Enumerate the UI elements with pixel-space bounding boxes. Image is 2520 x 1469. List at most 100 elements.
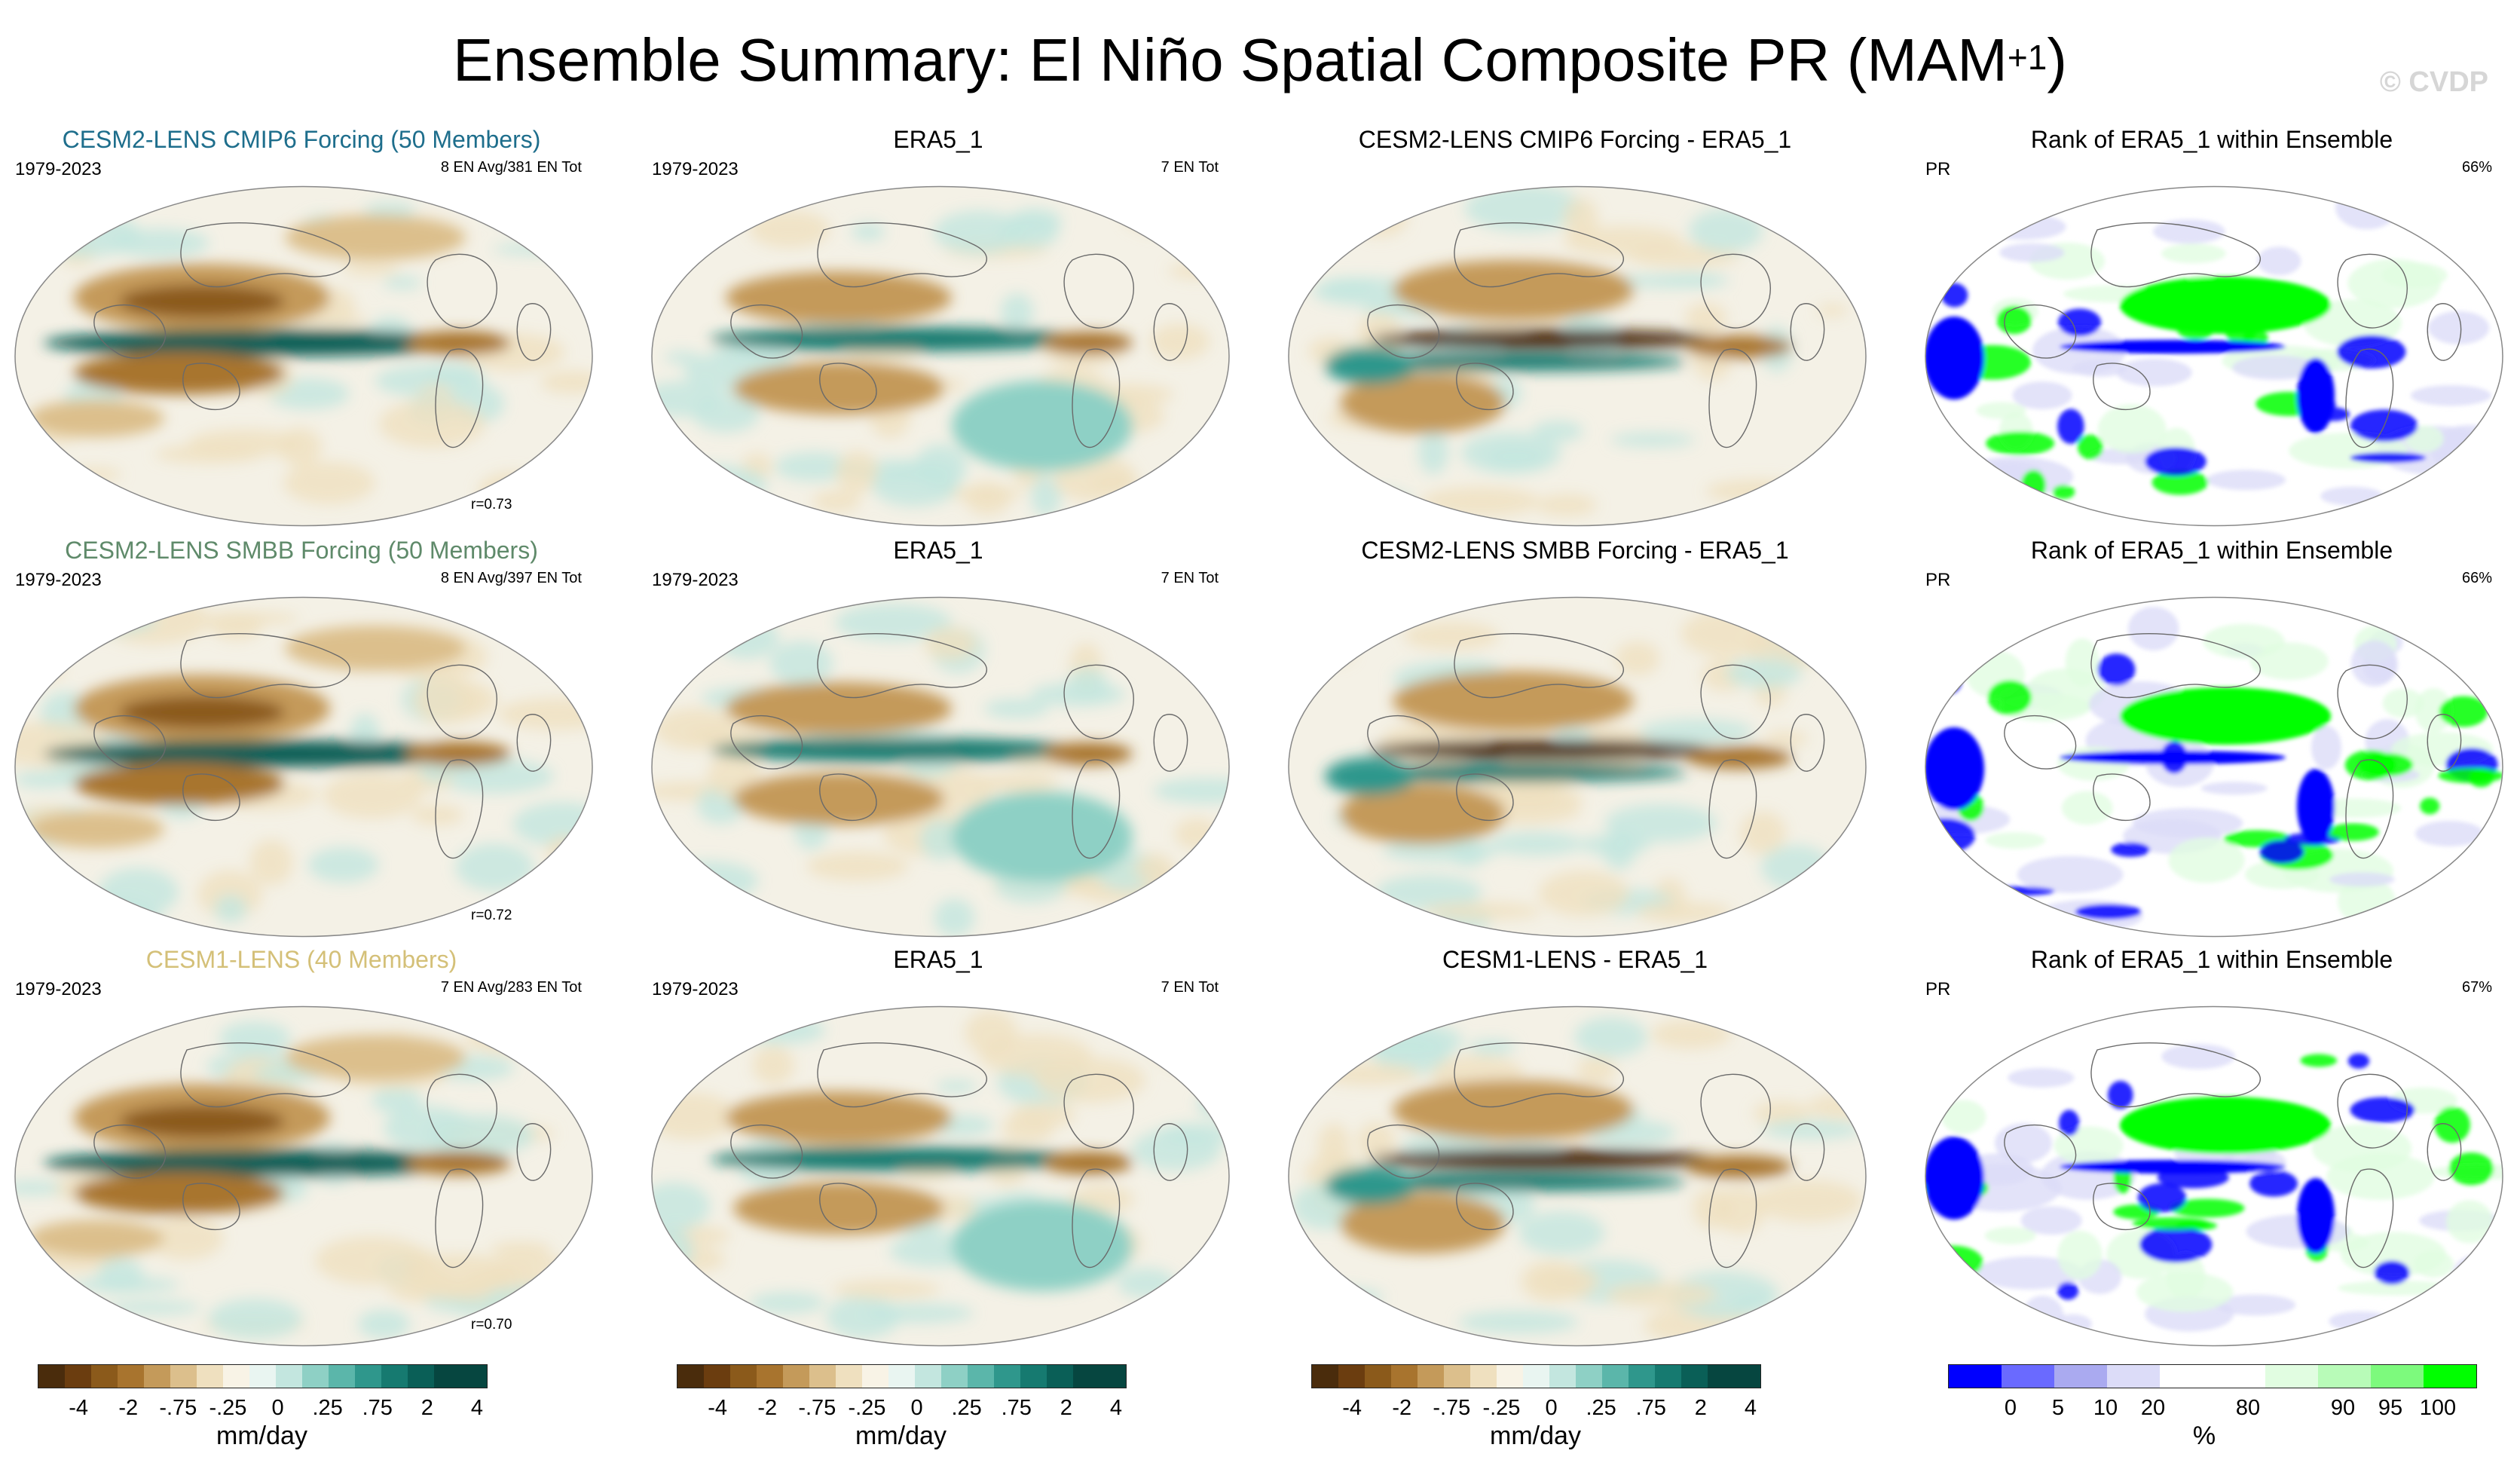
- world-map: [651, 185, 1230, 527]
- coastlines: [730, 222, 1188, 448]
- colorbar-tick-label: -4: [708, 1396, 728, 1420]
- colorbar-tick-label: 5: [2051, 1396, 2065, 1420]
- colorbar-swatch: [862, 1365, 888, 1388]
- map-border: [1288, 596, 1867, 938]
- map-panel-diff: CESM2-LENS CMIP6 Forcing - ERA5_1: [1274, 124, 1876, 535]
- colorbar-swatch: [1497, 1365, 1523, 1388]
- colorbar-tick-label: 0: [271, 1396, 284, 1420]
- panel-title: Rank of ERA5_1 within Ensemble: [2030, 946, 2393, 973]
- colorbar-swatch: [2054, 1365, 2107, 1388]
- panel-left-label: 1979-2023: [15, 979, 102, 999]
- colorbar-swatch: [1418, 1365, 1444, 1388]
- colorbar-swatch: [1073, 1365, 1099, 1388]
- colorbar-swatch: [1629, 1365, 1655, 1388]
- colorbar-tick-label: 4: [470, 1396, 484, 1420]
- panel-left-label: 1979-2023: [652, 570, 739, 590]
- colorbar-swatch: [2424, 1365, 2476, 1388]
- colorbar-tick-label: -.75: [1433, 1396, 1471, 1420]
- map-border: [1288, 185, 1867, 527]
- colorbar-tick-label: .75: [1001, 1396, 1032, 1420]
- panel-title: ERA5_1: [893, 537, 983, 564]
- world-map: [14, 185, 593, 527]
- colorbar-swatch: [704, 1365, 730, 1388]
- colorbar-swatch: [38, 1365, 65, 1388]
- colorbar-swatch: [1338, 1365, 1365, 1388]
- colorbar-swatch: [1020, 1365, 1047, 1388]
- colorbar-tick-label: .25: [951, 1396, 982, 1420]
- panel-right-label: 8 EN Avg/381 EN Tot: [440, 159, 582, 176]
- panel-left-label: PR: [1925, 159, 1951, 179]
- map-panel-diff: CESM2-LENS SMBB Forcing - ERA5_1: [1274, 535, 1876, 946]
- colorbar-rank: 0 5 10 20 80 90 95 100%: [1948, 1364, 2520, 1455]
- coastlines: [93, 1042, 552, 1269]
- coastlines: [730, 633, 1188, 859]
- colorbar-swatch: [915, 1365, 941, 1388]
- map-border: [1925, 185, 2503, 527]
- colorbar-tick-label: -.25: [1482, 1396, 1521, 1420]
- panel-right-label: 66%: [2461, 159, 2492, 176]
- colorbar-swatch: [276, 1365, 302, 1388]
- colorbar-swatch: [1365, 1365, 1391, 1388]
- panel-title: ERA5_1: [893, 946, 983, 973]
- colorbar-swatch: [1047, 1365, 1073, 1388]
- colorbar-tick-label: 0: [1545, 1396, 1558, 1420]
- map-border: [1288, 1005, 1867, 1347]
- colorbar-swatch: [2371, 1365, 2424, 1388]
- colorbar-swatch: [757, 1365, 783, 1388]
- world-map: [1925, 1005, 2503, 1347]
- world-map: [1925, 185, 2503, 527]
- panel-left-label: 1979-2023: [15, 159, 102, 179]
- coastlines: [730, 1042, 1188, 1269]
- coastlines: [1367, 222, 1825, 448]
- colorbar-swatch: [65, 1365, 91, 1388]
- map-panel-model: CESM1-LENS (40 Members) 1979-2023 7 EN Avg…: [0, 944, 603, 1355]
- colorbar-swatch: [91, 1365, 118, 1388]
- colorbar-swatch: [1523, 1365, 1549, 1388]
- colorbar-swatch: [2160, 1365, 2213, 1388]
- panel-right-label: 7 EN Tot: [1161, 570, 1219, 586]
- colorbar-tick-label: -2: [1392, 1396, 1412, 1420]
- colorbar-swatch: [1949, 1365, 2002, 1388]
- figure-title: Ensemble Summary: El Niño Spatial Compos…: [453, 26, 2067, 93]
- pattern-correlation: r=0.70: [471, 1317, 512, 1333]
- map-border: [14, 185, 593, 527]
- panel-right-label: 67%: [2461, 979, 2492, 996]
- colorbar-swatch: [381, 1365, 408, 1388]
- map-panel-rank: Rank of ERA5_1 within Ensemble PR 67%: [1910, 944, 2513, 1355]
- colorbar-swatch: [1734, 1365, 1760, 1388]
- map-border: [1925, 596, 2503, 938]
- coastlines: [1367, 633, 1825, 859]
- panel-title: ERA5_1: [893, 126, 983, 153]
- colorbar-swatch: [170, 1365, 197, 1388]
- map-panel-obs: ERA5_1 1979-2023 7 EN Tot: [637, 124, 1240, 535]
- colorbar-tick-label: -4: [1342, 1396, 1362, 1420]
- map-panel-obs: ERA5_1 1979-2023 7 EN Tot: [637, 944, 1240, 1355]
- colorbar-swatch: [1099, 1365, 1126, 1388]
- colorbar-tick-label: -2: [118, 1396, 139, 1420]
- colorbar-tick-label: -.25: [209, 1396, 247, 1420]
- colorbar-swatch: [434, 1365, 460, 1388]
- colorbar-swatch: [302, 1365, 329, 1388]
- panel-left-label: PR: [1925, 979, 1951, 999]
- colorbar-tick-label: 2: [1060, 1396, 1072, 1420]
- cvdp-watermark: © CVDP: [2379, 66, 2488, 98]
- colorbar-swatch: [1470, 1365, 1497, 1388]
- colorbar-tick-label: 2: [1694, 1396, 1707, 1420]
- colorbar-tick-label: 10: [2093, 1396, 2118, 1420]
- map-border: [651, 1005, 1230, 1347]
- panel-left-label: 1979-2023: [652, 979, 739, 999]
- colorbar-swatch: [994, 1365, 1020, 1388]
- panel-right-label: 8 EN Avg/397 EN Tot: [440, 570, 582, 586]
- map-border: [14, 596, 593, 938]
- panel-title: CESM2-LENS SMBB Forcing (50 Members): [65, 537, 538, 564]
- colorbar-swatch: [2107, 1365, 2160, 1388]
- world-map: [651, 1005, 1230, 1347]
- colorbar-swatch: [809, 1365, 836, 1388]
- colorbar-tick-label: -.75: [159, 1396, 197, 1420]
- colorbar-units: %: [2192, 1422, 2216, 1450]
- colorbar-swatch: [1391, 1365, 1418, 1388]
- colorbar-swatch: [1708, 1365, 1734, 1388]
- panel-title: Rank of ERA5_1 within Ensemble: [2030, 126, 2393, 153]
- colorbar-swatch: [408, 1365, 434, 1388]
- world-map: [1288, 1005, 1867, 1347]
